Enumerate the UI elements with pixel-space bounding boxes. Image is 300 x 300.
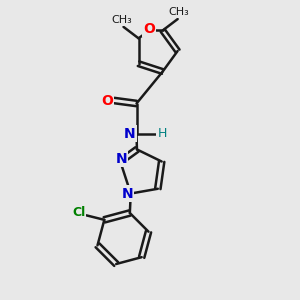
Text: Cl: Cl: [72, 206, 86, 219]
Text: CH₃: CH₃: [169, 8, 190, 17]
Text: O: O: [101, 94, 113, 107]
Text: O: O: [143, 22, 155, 36]
Text: CH₃: CH₃: [112, 15, 132, 25]
Text: H: H: [157, 127, 167, 140]
Text: N: N: [121, 187, 133, 200]
Text: N: N: [116, 152, 127, 166]
Text: N: N: [124, 127, 136, 140]
